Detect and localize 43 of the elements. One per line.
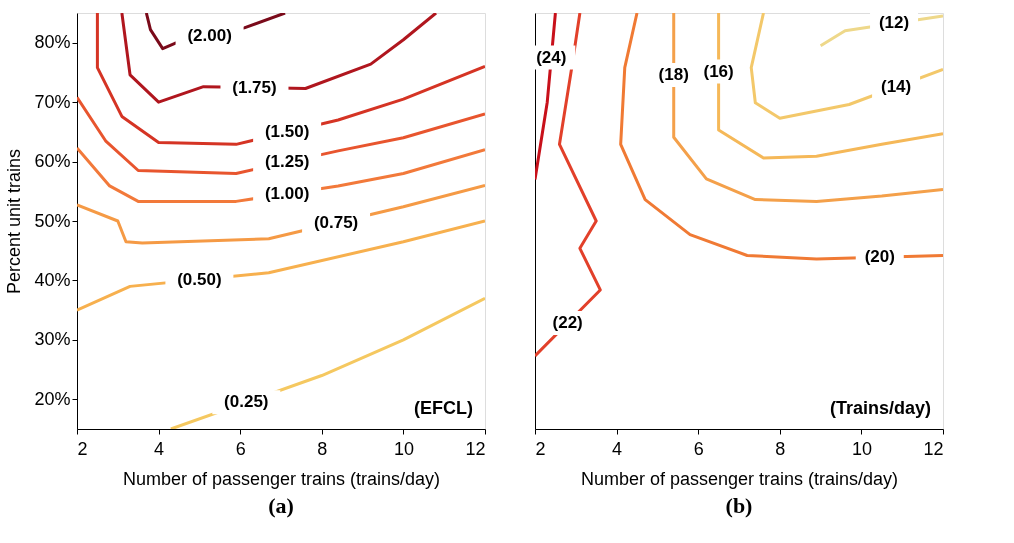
y-tick-label: 30%: [34, 329, 71, 350]
series-label: (1.25): [264, 152, 310, 172]
x-tick-label: 2: [77, 438, 88, 459]
series-label: (12): [878, 13, 910, 33]
series-label: (22): [552, 312, 583, 332]
x-tick-label: 10: [393, 438, 414, 459]
x-tick-label: 6: [693, 438, 704, 459]
y-tick-label: 60%: [34, 151, 71, 172]
series-label: (1.75): [232, 77, 277, 97]
x-tick-label: 8: [775, 438, 786, 459]
line-series: [77, 95, 485, 175]
x-tick-label: 4: [154, 438, 165, 459]
x-tick-label: 10: [851, 438, 872, 459]
series-label: (24): [536, 47, 567, 67]
series-label: (0.25): [224, 392, 269, 412]
x-tick-label: 12: [465, 438, 486, 459]
y-tick-label: 80%: [34, 32, 71, 53]
x-tick-label: 6: [235, 438, 246, 459]
annotation: (EFCL): [414, 398, 473, 418]
series-label: (2.00): [187, 25, 232, 45]
series-label: (0.50): [177, 269, 222, 289]
series-label: (1.00): [264, 183, 310, 203]
series-label: (14): [880, 76, 912, 96]
annotation: (Trains/day): [829, 398, 931, 418]
y-tick-label: 50%: [34, 210, 71, 231]
series-label: (20): [864, 247, 895, 267]
series-label: (0.75): [313, 212, 359, 232]
x-tick-label: 2: [535, 438, 546, 459]
x-tick-label: 4: [612, 438, 623, 459]
y-tick-label: 40%: [34, 269, 71, 290]
series-label: (1.50): [264, 122, 310, 142]
x-tick-label: 12: [923, 438, 944, 459]
y-axis-title: Percent unit trains: [4, 148, 25, 295]
y-tick-label: 20%: [34, 388, 71, 409]
text: (b): [725, 493, 753, 518]
line-series: [95, 13, 485, 146]
series-label: (16): [703, 61, 734, 81]
x-axis-title: Number of passenger trains (trains/day): [580, 468, 899, 489]
series-label: (18): [658, 65, 689, 85]
y-tick-label: 70%: [34, 91, 71, 112]
text: (a): [268, 493, 294, 518]
x-tick-label: 8: [317, 438, 328, 459]
x-axis-title: Number of passenger trains (trains/day): [122, 468, 441, 489]
